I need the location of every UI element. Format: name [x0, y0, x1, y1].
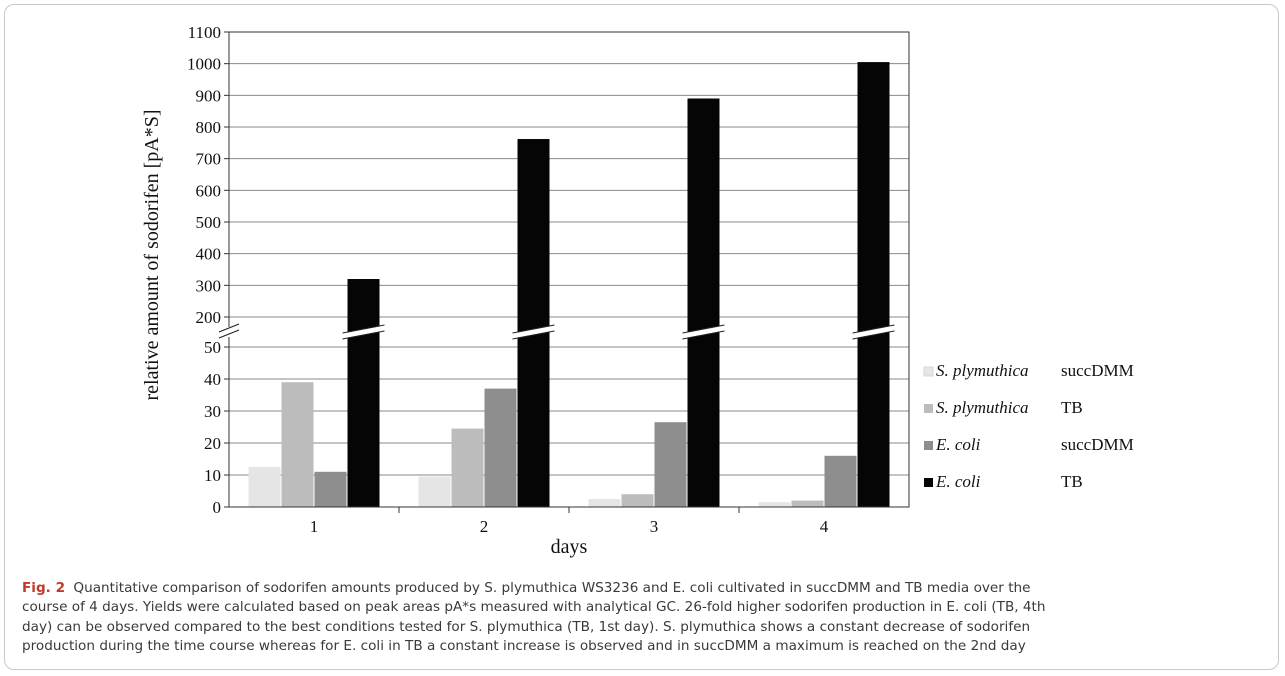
bar [824, 455, 857, 507]
bar [758, 502, 791, 507]
x-axis-label: days [551, 536, 588, 558]
bar-break-line [682, 330, 725, 340]
bar [588, 499, 621, 507]
legend-medium-label: TB [1061, 472, 1083, 491]
legend-series-name: E. coli [935, 435, 981, 454]
bar-break-gap [512, 325, 555, 339]
bar [621, 494, 654, 507]
legend-series-name: S. plymuthica [936, 361, 1029, 380]
bar [687, 98, 720, 507]
legend-medium-label: succDMM [1061, 361, 1134, 380]
x-tick-label: 4 [820, 517, 829, 536]
bar [314, 471, 347, 507]
legend: S. plymuthica succDMM S. plymuthica TB E. co… [923, 361, 1134, 491]
x-tick-label: 3 [650, 517, 659, 536]
y-tick-label: 600 [196, 181, 222, 200]
legend-swatch [923, 366, 934, 377]
y-tick-label: 800 [196, 118, 222, 137]
y-tick-label: 1000 [187, 55, 221, 74]
bar [347, 279, 380, 507]
caption-line: production during the time course wherea… [22, 638, 1026, 655]
y-tick-label: 200 [196, 308, 222, 327]
y-axis-label: relative amount of sodorifen [pA*S] [141, 109, 163, 400]
figure-label: Fig. 2 [22, 580, 66, 596]
bar [418, 476, 451, 507]
plot-border [228, 31, 910, 508]
bar-break-line [342, 330, 385, 340]
y-tick-label: 900 [196, 86, 222, 105]
bar [791, 500, 824, 507]
tick-labels: 0 10 20 30 40 50 200 300 400 500 600 700 800 900 1000 1… [187, 23, 829, 536]
bars [248, 62, 890, 508]
y-tick-label: 0 [213, 498, 222, 517]
y-tick-label: 20 [204, 434, 221, 453]
bar-break-line [342, 324, 385, 334]
bar-chart: 0 10 20 30 40 50 200 300 400 500 600 700 800 900 1000 1… [141, 23, 1134, 558]
axis-break-line [218, 329, 240, 339]
y-tick-label: 300 [196, 276, 222, 295]
y-tick-label: 30 [204, 402, 221, 421]
bar [517, 139, 550, 508]
legend-medium-label: TB [1061, 398, 1083, 417]
y-tick-label: 1100 [188, 23, 221, 42]
legend-swatch [924, 441, 933, 450]
y-tick-label: 10 [204, 466, 221, 485]
axis-break-marks [218, 323, 895, 340]
axes [224, 31, 910, 513]
axis-break-gap [227, 327, 231, 337]
bar [857, 62, 890, 507]
y-tick-label: 500 [196, 213, 222, 232]
caption-line: course of 4 days. Yields were calculated… [22, 599, 1046, 616]
bar [248, 467, 281, 507]
bar [281, 382, 314, 507]
bar-break-gap [852, 325, 895, 339]
figure-caption: Fig. 2 Quantitative comparison of sodori… [22, 579, 1262, 657]
x-tick-label: 1 [310, 517, 319, 536]
caption-line: Fig. 2 Quantitative comparison of sodori… [22, 579, 1262, 598]
bar-break-line [682, 324, 725, 334]
legend-swatch [924, 404, 933, 413]
caption-line: day) can be observed compared to the bes… [22, 618, 1031, 635]
y-tick-label: 50 [204, 338, 221, 357]
y-tick-label: 40 [204, 370, 221, 389]
bar [484, 388, 517, 507]
bar [654, 422, 687, 507]
y-tick-label: 400 [196, 245, 222, 264]
y-tick-label: 700 [196, 150, 222, 169]
bar-break-line [852, 330, 895, 340]
figure-frame [4, 4, 1279, 670]
bar-break-gap [682, 325, 725, 339]
x-tick-label: 2 [480, 517, 489, 536]
bar-break-line [512, 324, 555, 334]
bar-break-gap [342, 325, 385, 339]
bar-break-line [852, 324, 895, 334]
legend-medium-label: succDMM [1061, 435, 1134, 454]
legend-series-name: E. coli [935, 472, 981, 491]
legend-swatch [924, 478, 933, 487]
bar-break-line [512, 330, 555, 340]
legend-series-name: S. plymuthica [936, 398, 1029, 417]
bar [451, 428, 484, 507]
grid-lines [229, 31, 909, 476]
axis-break-line [218, 323, 240, 333]
caption-text: Quantitative comparison of sodorifen amo… [73, 580, 1031, 596]
